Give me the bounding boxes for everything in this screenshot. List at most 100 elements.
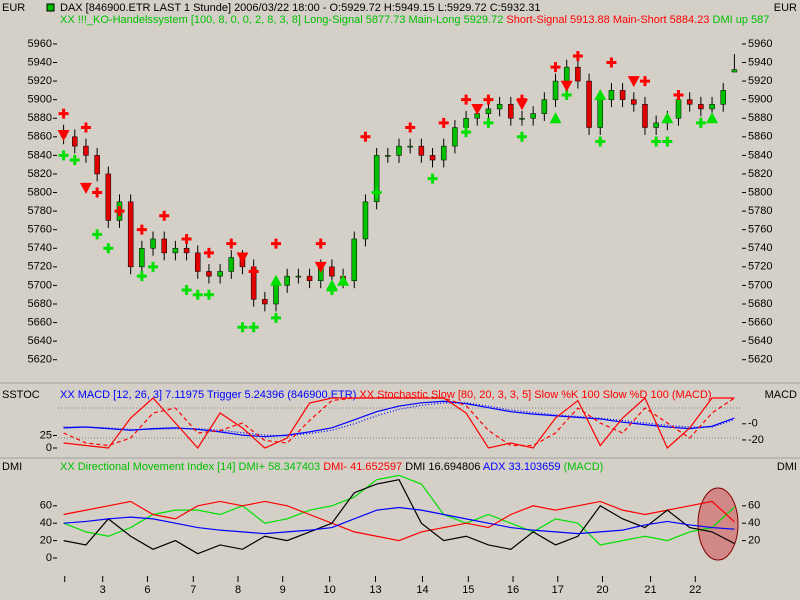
signal-marker bbox=[136, 271, 147, 282]
x-tick-label: 7 bbox=[190, 584, 196, 596]
y-axis-label: DMI bbox=[2, 461, 22, 473]
signal-marker bbox=[57, 129, 70, 141]
y2-tick-label: 5720 bbox=[748, 261, 772, 273]
signal-marker bbox=[226, 238, 237, 249]
y-tick-label: 25 bbox=[40, 429, 52, 441]
x-tick-label: 8 bbox=[235, 584, 241, 596]
signal-marker bbox=[58, 108, 69, 119]
x-tick-label: 17 bbox=[552, 584, 564, 596]
signal-marker bbox=[181, 285, 192, 296]
y2-tick-label: 5900 bbox=[748, 94, 772, 106]
x-tick-label: 6 bbox=[144, 584, 150, 596]
y-tick-label: 5840 bbox=[28, 149, 52, 161]
signal-marker bbox=[371, 187, 382, 198]
signal-marker bbox=[550, 62, 561, 73]
y-axis-label: SSTOC bbox=[2, 389, 40, 401]
signal-marker bbox=[595, 136, 606, 147]
candle-body bbox=[362, 201, 369, 240]
signal-marker bbox=[314, 261, 327, 273]
signal-marker bbox=[80, 122, 91, 133]
candle-body bbox=[698, 104, 704, 110]
series-line bbox=[63, 474, 735, 546]
candle-body bbox=[105, 173, 112, 221]
signal-marker bbox=[203, 289, 214, 300]
signal-marker bbox=[572, 51, 583, 62]
signal-marker bbox=[92, 229, 103, 240]
y-tick-label: 5680 bbox=[28, 298, 52, 310]
candle-body bbox=[351, 238, 358, 282]
legend-entry: ADX 33.103659 bbox=[483, 461, 561, 473]
signal-marker bbox=[79, 182, 92, 194]
y-tick-label: 5900 bbox=[28, 94, 52, 106]
signal-marker bbox=[136, 224, 147, 235]
candle-body bbox=[373, 155, 380, 203]
signal-marker bbox=[438, 117, 449, 128]
signal-marker bbox=[192, 289, 203, 300]
y2-tick-label: 5620 bbox=[748, 354, 772, 366]
signal-marker bbox=[203, 247, 214, 258]
candle-body bbox=[206, 271, 212, 277]
candle-body bbox=[306, 275, 313, 282]
candle-body bbox=[686, 99, 693, 105]
y-tick-label: 5800 bbox=[28, 186, 52, 198]
x-tick-label: 13 bbox=[369, 584, 381, 596]
y-tick-label: 5880 bbox=[28, 112, 52, 124]
signal-marker bbox=[461, 94, 472, 105]
signal-marker bbox=[236, 252, 249, 264]
signal-marker bbox=[159, 210, 170, 221]
candle-body bbox=[485, 108, 492, 114]
instrument-icon bbox=[46, 3, 55, 12]
legend-entry: XX Stochastic Slow [80, 20, 3, 3, 5] Slo… bbox=[359, 389, 711, 401]
y-tick-label: 5700 bbox=[28, 279, 52, 291]
signal-marker bbox=[651, 136, 662, 147]
signal-marker bbox=[549, 112, 562, 124]
legend-entry: (MACD) bbox=[564, 461, 604, 473]
candle-body bbox=[519, 117, 525, 120]
y2-tick-label: 5940 bbox=[748, 56, 772, 68]
x-tick-label: 9 bbox=[280, 584, 286, 596]
legend-entry: XX Directional Movement Index [14] DMI+ … bbox=[60, 461, 320, 473]
signal-marker bbox=[627, 76, 640, 88]
y2-tick-label: 5740 bbox=[748, 242, 772, 254]
signal-marker bbox=[325, 279, 338, 291]
y2-tick-label: 5640 bbox=[748, 335, 772, 347]
y2-tick-label: 60 bbox=[748, 500, 760, 512]
y-axis-label: EUR bbox=[2, 2, 25, 14]
y-tick-label: 40 bbox=[40, 517, 52, 529]
y-tick-label: 5780 bbox=[28, 205, 52, 217]
y-axis-label: EUR bbox=[774, 2, 797, 14]
y2-tick-label: 5880 bbox=[748, 112, 772, 124]
y-tick-label: 0 bbox=[46, 442, 52, 454]
y-axis-label: DMI bbox=[777, 461, 797, 473]
signal-marker bbox=[662, 136, 673, 147]
candle-body bbox=[217, 271, 223, 277]
candle-body bbox=[329, 266, 335, 277]
candle-body bbox=[575, 66, 581, 82]
candle-body bbox=[228, 257, 235, 272]
y2-tick-label: 5820 bbox=[748, 168, 772, 180]
signal-marker bbox=[695, 117, 706, 128]
signal-marker bbox=[148, 261, 159, 272]
signal-marker bbox=[315, 238, 326, 249]
candle-body bbox=[563, 66, 570, 82]
x-tick-label: 16 bbox=[507, 584, 519, 596]
x-tick-label: 3 bbox=[100, 584, 106, 596]
legend-entry: XX MACD [12, 26, 3] 7.11975 Trigger 5.24… bbox=[60, 389, 356, 401]
signal-marker bbox=[337, 274, 350, 286]
signal-marker bbox=[515, 99, 528, 111]
y2-tick-label: 5800 bbox=[748, 186, 772, 198]
y-tick-label: 5640 bbox=[28, 335, 52, 347]
series-line bbox=[63, 500, 735, 542]
x-tick-label: 22 bbox=[689, 584, 701, 596]
x-tick-label: 21 bbox=[644, 584, 656, 596]
series-line bbox=[63, 479, 735, 555]
signal-marker bbox=[661, 112, 674, 124]
series-line bbox=[63, 402, 735, 437]
y2-tick-label: 5680 bbox=[748, 298, 772, 310]
signal-marker bbox=[639, 76, 650, 87]
signal-marker bbox=[248, 266, 259, 277]
signal-marker bbox=[271, 312, 282, 323]
signal-marker bbox=[181, 233, 192, 244]
signal-marker bbox=[237, 322, 248, 333]
